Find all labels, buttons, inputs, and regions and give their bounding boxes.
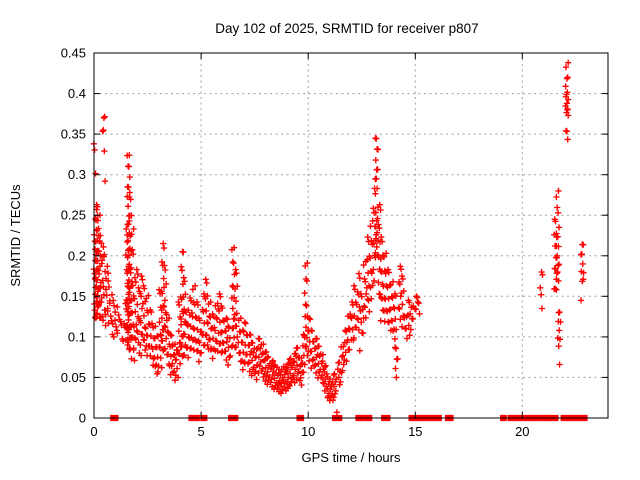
chart-title: Day 102 of 2025, SRMTID for receiver p80… <box>215 21 478 36</box>
x-axis-label: GPS time / hours <box>302 450 401 465</box>
y-tick-label: 0.1 <box>68 329 86 344</box>
y-tick-label: 0 <box>79 411 86 426</box>
y-tick-label: 0.05 <box>61 370 86 385</box>
x-tick-label: 0 <box>90 424 97 439</box>
y-tick-label: 0.35 <box>61 127 86 142</box>
x-tick-label: 15 <box>408 424 422 439</box>
y-tick-label: 0.25 <box>61 208 86 223</box>
x-tick-label: 20 <box>515 424 529 439</box>
y-tick-label: 0.45 <box>61 46 86 61</box>
data-points <box>90 59 587 416</box>
y-tick-label: 0.4 <box>68 86 86 101</box>
plot-border-and-ticks <box>93 52 609 419</box>
y-tick-label: 0.15 <box>61 289 86 304</box>
y-tick-label: 0.2 <box>68 248 86 263</box>
y-axis-label: SRMTID / TECUs <box>8 184 23 287</box>
x-tick-label: 10 <box>301 424 315 439</box>
y-tick-label: 0.3 <box>68 167 86 182</box>
tick-labels: 0 5 10 15 20 0 0.05 0.1 0.15 0.2 0.25 0.3 0.35 0.4 0.4… <box>61 46 530 440</box>
x-tick-label: 5 <box>197 424 204 439</box>
scatter-plus-markers <box>90 59 587 416</box>
